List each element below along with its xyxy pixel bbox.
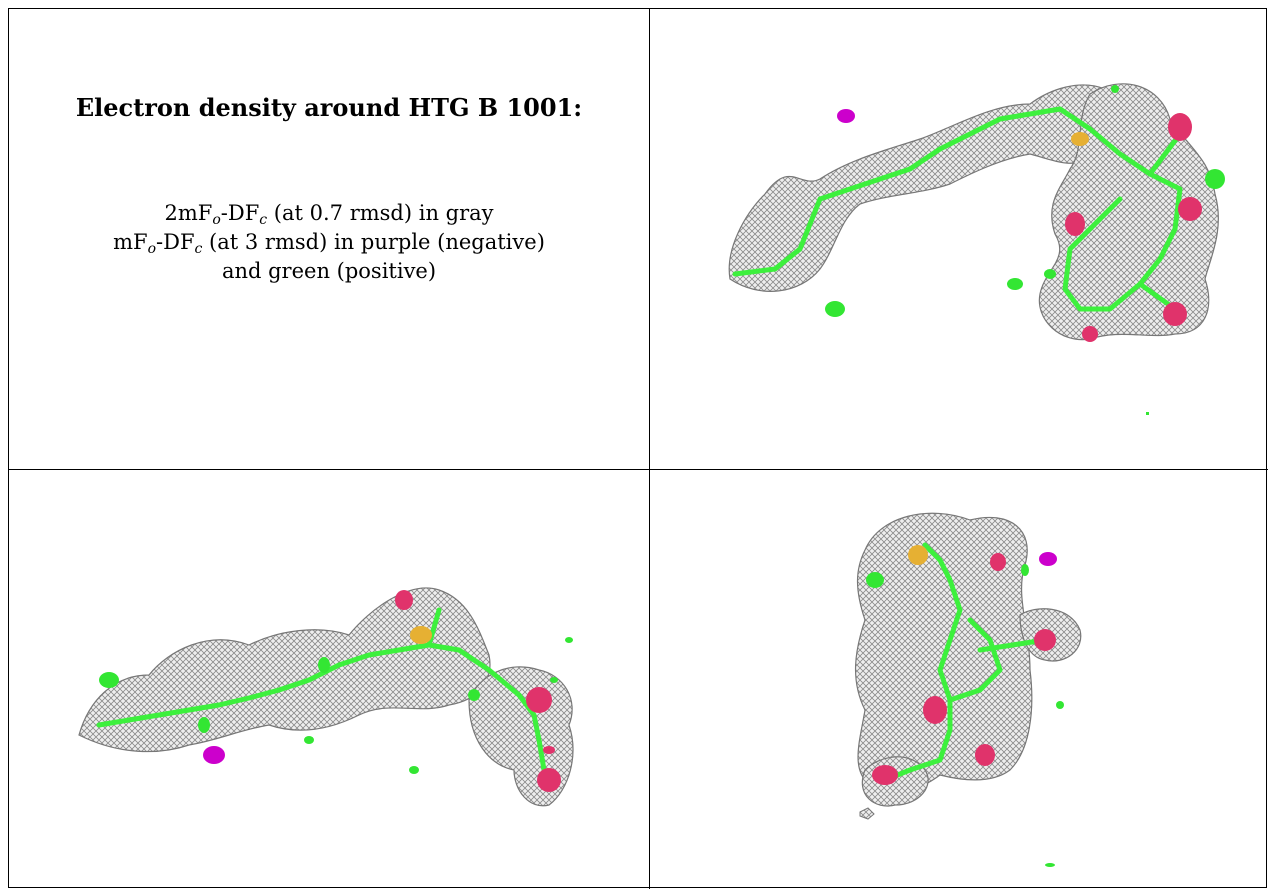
density-view-bottom-right — [650, 470, 1268, 889]
table-divider-horizontal — [9, 469, 1268, 470]
legend-line-2fo-fc: 2mFo-DFc (at 0.7 rmsd) in gray — [164, 201, 494, 228]
figure-table: Electron density around HTG B 1001: 2mFo… — [8, 8, 1268, 889]
caption-cell: Electron density around HTG B 1001: 2mFo… — [9, 9, 649, 469]
caption-title: Electron density around HTG B 1001: — [75, 93, 583, 122]
table-divider-vertical — [649, 9, 650, 889]
caption-legend: 2mFo-DFc (at 0.7 rmsd) in gray mFo-DFc (… — [9, 199, 649, 286]
density-image-3 — [855, 512, 1082, 867]
density-view-top-right — [650, 9, 1268, 469]
density-image-1 — [728, 83, 1225, 415]
legend-line-colors: and green (positive) — [221, 259, 437, 283]
density-view-bottom-left — [9, 470, 649, 889]
density-image-2 — [78, 587, 574, 807]
legend-line-fo-fc: mFo-DFc (at 3 rmsd) in purple (negative) — [113, 230, 545, 257]
